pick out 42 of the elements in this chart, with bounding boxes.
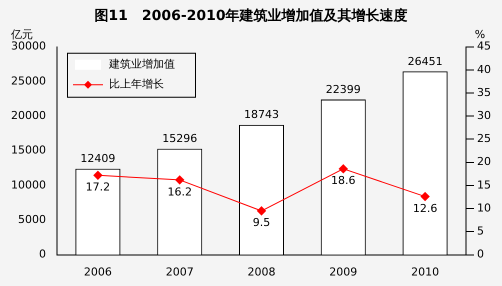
- data-label: 12.6: [412, 202, 438, 215]
- y-tick-label: 20000: [10, 108, 46, 122]
- point: [175, 175, 184, 184]
- x-tick-label: 2010: [411, 265, 440, 278]
- y-tick-label: 0: [38, 248, 46, 261]
- x-tick-label: 2007: [166, 265, 194, 278]
- point: [93, 170, 102, 180]
- y-tick-label: 15000: [10, 144, 46, 157]
- data-label: 15296: [162, 132, 198, 146]
- y2-axis-title: %: [474, 28, 486, 42]
- y2-tick-label: 5: [477, 224, 484, 238]
- y2-tick-label: 15: [477, 178, 492, 192]
- y2-tick-label: 40: [477, 62, 492, 76]
- point: [257, 206, 266, 216]
- y2-tick-label: 30: [477, 108, 492, 122]
- y-tick-label: 10000: [10, 178, 46, 192]
- data-label: 16.2: [167, 185, 192, 198]
- y-tick-label: 25000: [10, 74, 46, 88]
- y-tick-label: 30000: [10, 40, 46, 53]
- y2-tick-label: 10: [477, 201, 492, 214]
- chart-title: 图11 2006-2010年建筑业增加值及其增长速度: [94, 7, 408, 24]
- y2-tick-label: 45: [477, 40, 492, 53]
- y2-tick-label: 35: [477, 86, 492, 99]
- x-tick-label: 2006: [84, 265, 112, 278]
- legend-label: 建筑业增加值: [108, 58, 175, 71]
- data-label: 9.5: [252, 216, 270, 230]
- point: [420, 192, 430, 202]
- y2-tick-label: 0: [477, 248, 484, 261]
- data-label: 22399: [326, 82, 361, 96]
- x-tick-label: 2009: [329, 265, 358, 278]
- y2-tick-label: 20: [477, 155, 492, 168]
- data-label: 18.6: [331, 174, 356, 188]
- data-label: 17.2: [86, 180, 110, 194]
- legend-label: 比上年增长: [108, 78, 164, 91]
- data-label: 18743: [244, 108, 279, 122]
- y2-tick-label: 25: [477, 132, 492, 146]
- point: [338, 164, 348, 174]
- y-axis-title: 亿元: [10, 28, 33, 42]
- data-label: 26451: [408, 54, 443, 68]
- x-tick-label: 2008: [248, 265, 276, 278]
- y-tick-label: 5000: [18, 212, 46, 226]
- data-label: 12409: [80, 152, 116, 166]
